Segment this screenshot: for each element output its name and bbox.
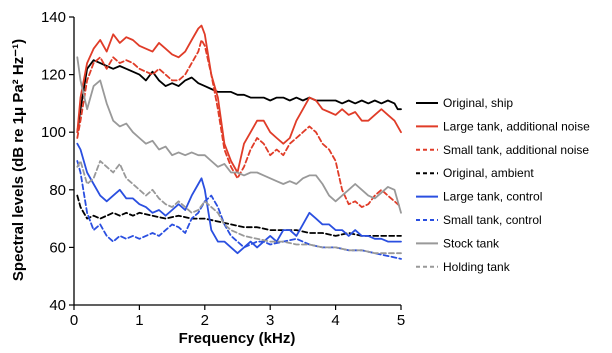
legend-label: Original, ambient [443,166,534,180]
legend-label: Holding tank [443,260,511,274]
legend-label: Stock tank [443,236,500,250]
legend-label: Small tank, additional noise [443,143,589,157]
x-tick-label: 1 [135,312,143,329]
x-tick-label: 4 [331,312,339,329]
y-tick-label: 60 [49,239,66,256]
series-line-stock-tank [76,56,402,214]
legend-label: Large tank, control [443,190,542,204]
x-axis-title: Frequency (kHz) [179,330,296,347]
y-tick-label: 100 [41,124,66,141]
series-line-large-tank-additional-noise [76,24,402,174]
x-tick-label: 2 [201,312,209,329]
series-line-holding-tank [76,160,402,255]
series-line-large-tank-control [76,142,402,255]
x-tick-label: 3 [266,312,274,329]
y-tick-label: 120 [41,67,66,84]
x-tick-label: 5 [397,312,405,329]
y-axis-title: Spectral levels (dB re 1μ Pa² Hz⁻¹) [10,39,27,281]
ticks-layer: 40 60 80 100 120 140 0 1 2 3 4 5 [41,9,405,329]
series-layer [76,24,402,260]
axes-layer [73,17,401,306]
y-tick-label: 140 [41,9,66,26]
y-tick-label: 40 [49,297,66,314]
legend: Original, ship Large tank, additional noi… [416,96,590,274]
y-tick-label: 80 [49,182,66,199]
series-line-original-ship [76,59,402,134]
legend-label: Large tank, additional noise [443,119,590,133]
x-tick-label: 0 [70,312,78,329]
legend-label: Original, ship [443,96,513,110]
series-line-original-ambient [76,194,402,237]
legend-label: Small tank, control [443,213,542,227]
